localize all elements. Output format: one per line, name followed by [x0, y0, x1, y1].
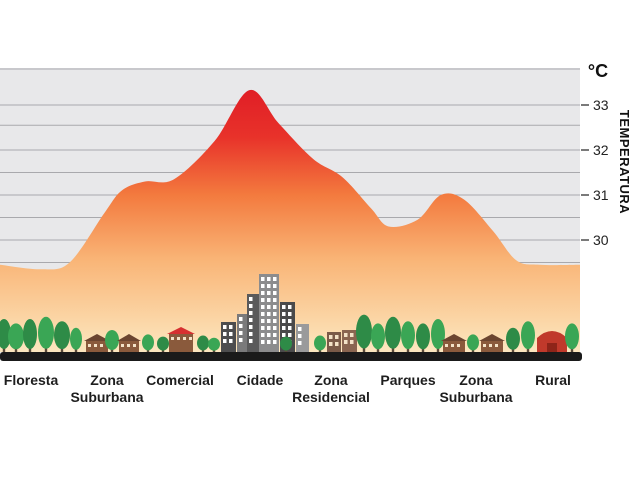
tree-icon [23, 319, 37, 352]
tree-icon [105, 330, 119, 352]
zone-label: Zona Suburbana [439, 372, 512, 405]
tree-icon [38, 316, 54, 352]
tree-icon [356, 314, 372, 352]
tree-icon [371, 323, 385, 352]
y-tick-label: 33 [593, 97, 609, 113]
tree-icon [142, 334, 154, 352]
tree-icon [401, 321, 415, 352]
tree-icon [0, 319, 11, 352]
tree-icon [314, 335, 326, 352]
tree-icon [521, 321, 535, 352]
zone-label: Zona Suburbana [70, 372, 143, 405]
tree-icon [506, 327, 520, 352]
tree-icon [197, 335, 209, 352]
y-axis: 30 31 32 33 [581, 97, 609, 248]
zone-label: Comercial [146, 372, 214, 388]
y-tick-label: 32 [593, 142, 609, 158]
zone-label: Zona Residencial [292, 372, 370, 405]
building-icon [342, 330, 357, 352]
temperature-area [0, 89, 580, 352]
tree-icon [565, 323, 579, 352]
tree-icon [280, 336, 292, 352]
zone-label: Rural [535, 372, 571, 388]
ground-line [0, 352, 582, 361]
house-icon [117, 334, 141, 352]
zone-label: Cidade [237, 372, 284, 388]
house-icon [441, 334, 467, 352]
building-icon [221, 322, 236, 352]
tree-icon [208, 337, 220, 352]
tree-icon [157, 336, 169, 352]
tree-icon [467, 334, 479, 352]
y-axis-title: TEMPERATURA [617, 110, 632, 214]
house-icon [479, 334, 505, 352]
building-icon [259, 274, 279, 352]
tree-icon [431, 319, 445, 352]
unit-label: °C [588, 61, 608, 81]
tree-icon [70, 327, 82, 352]
tree-icon [54, 321, 70, 352]
zone-label: Floresta [4, 372, 59, 388]
tree-icon [385, 316, 401, 352]
house-icon [167, 327, 195, 352]
tree-icon [416, 323, 430, 352]
scenery [0, 274, 579, 352]
building-icon [247, 294, 259, 352]
zone-label: Parques [380, 372, 435, 388]
building-icon [327, 332, 341, 352]
y-tick-label: 30 [593, 232, 609, 248]
building-icon [296, 324, 309, 352]
building-icon [237, 314, 247, 352]
tree-icon [8, 323, 24, 352]
y-tick-label: 31 [593, 187, 609, 203]
barn-icon [537, 331, 567, 352]
house-icon [84, 334, 110, 352]
